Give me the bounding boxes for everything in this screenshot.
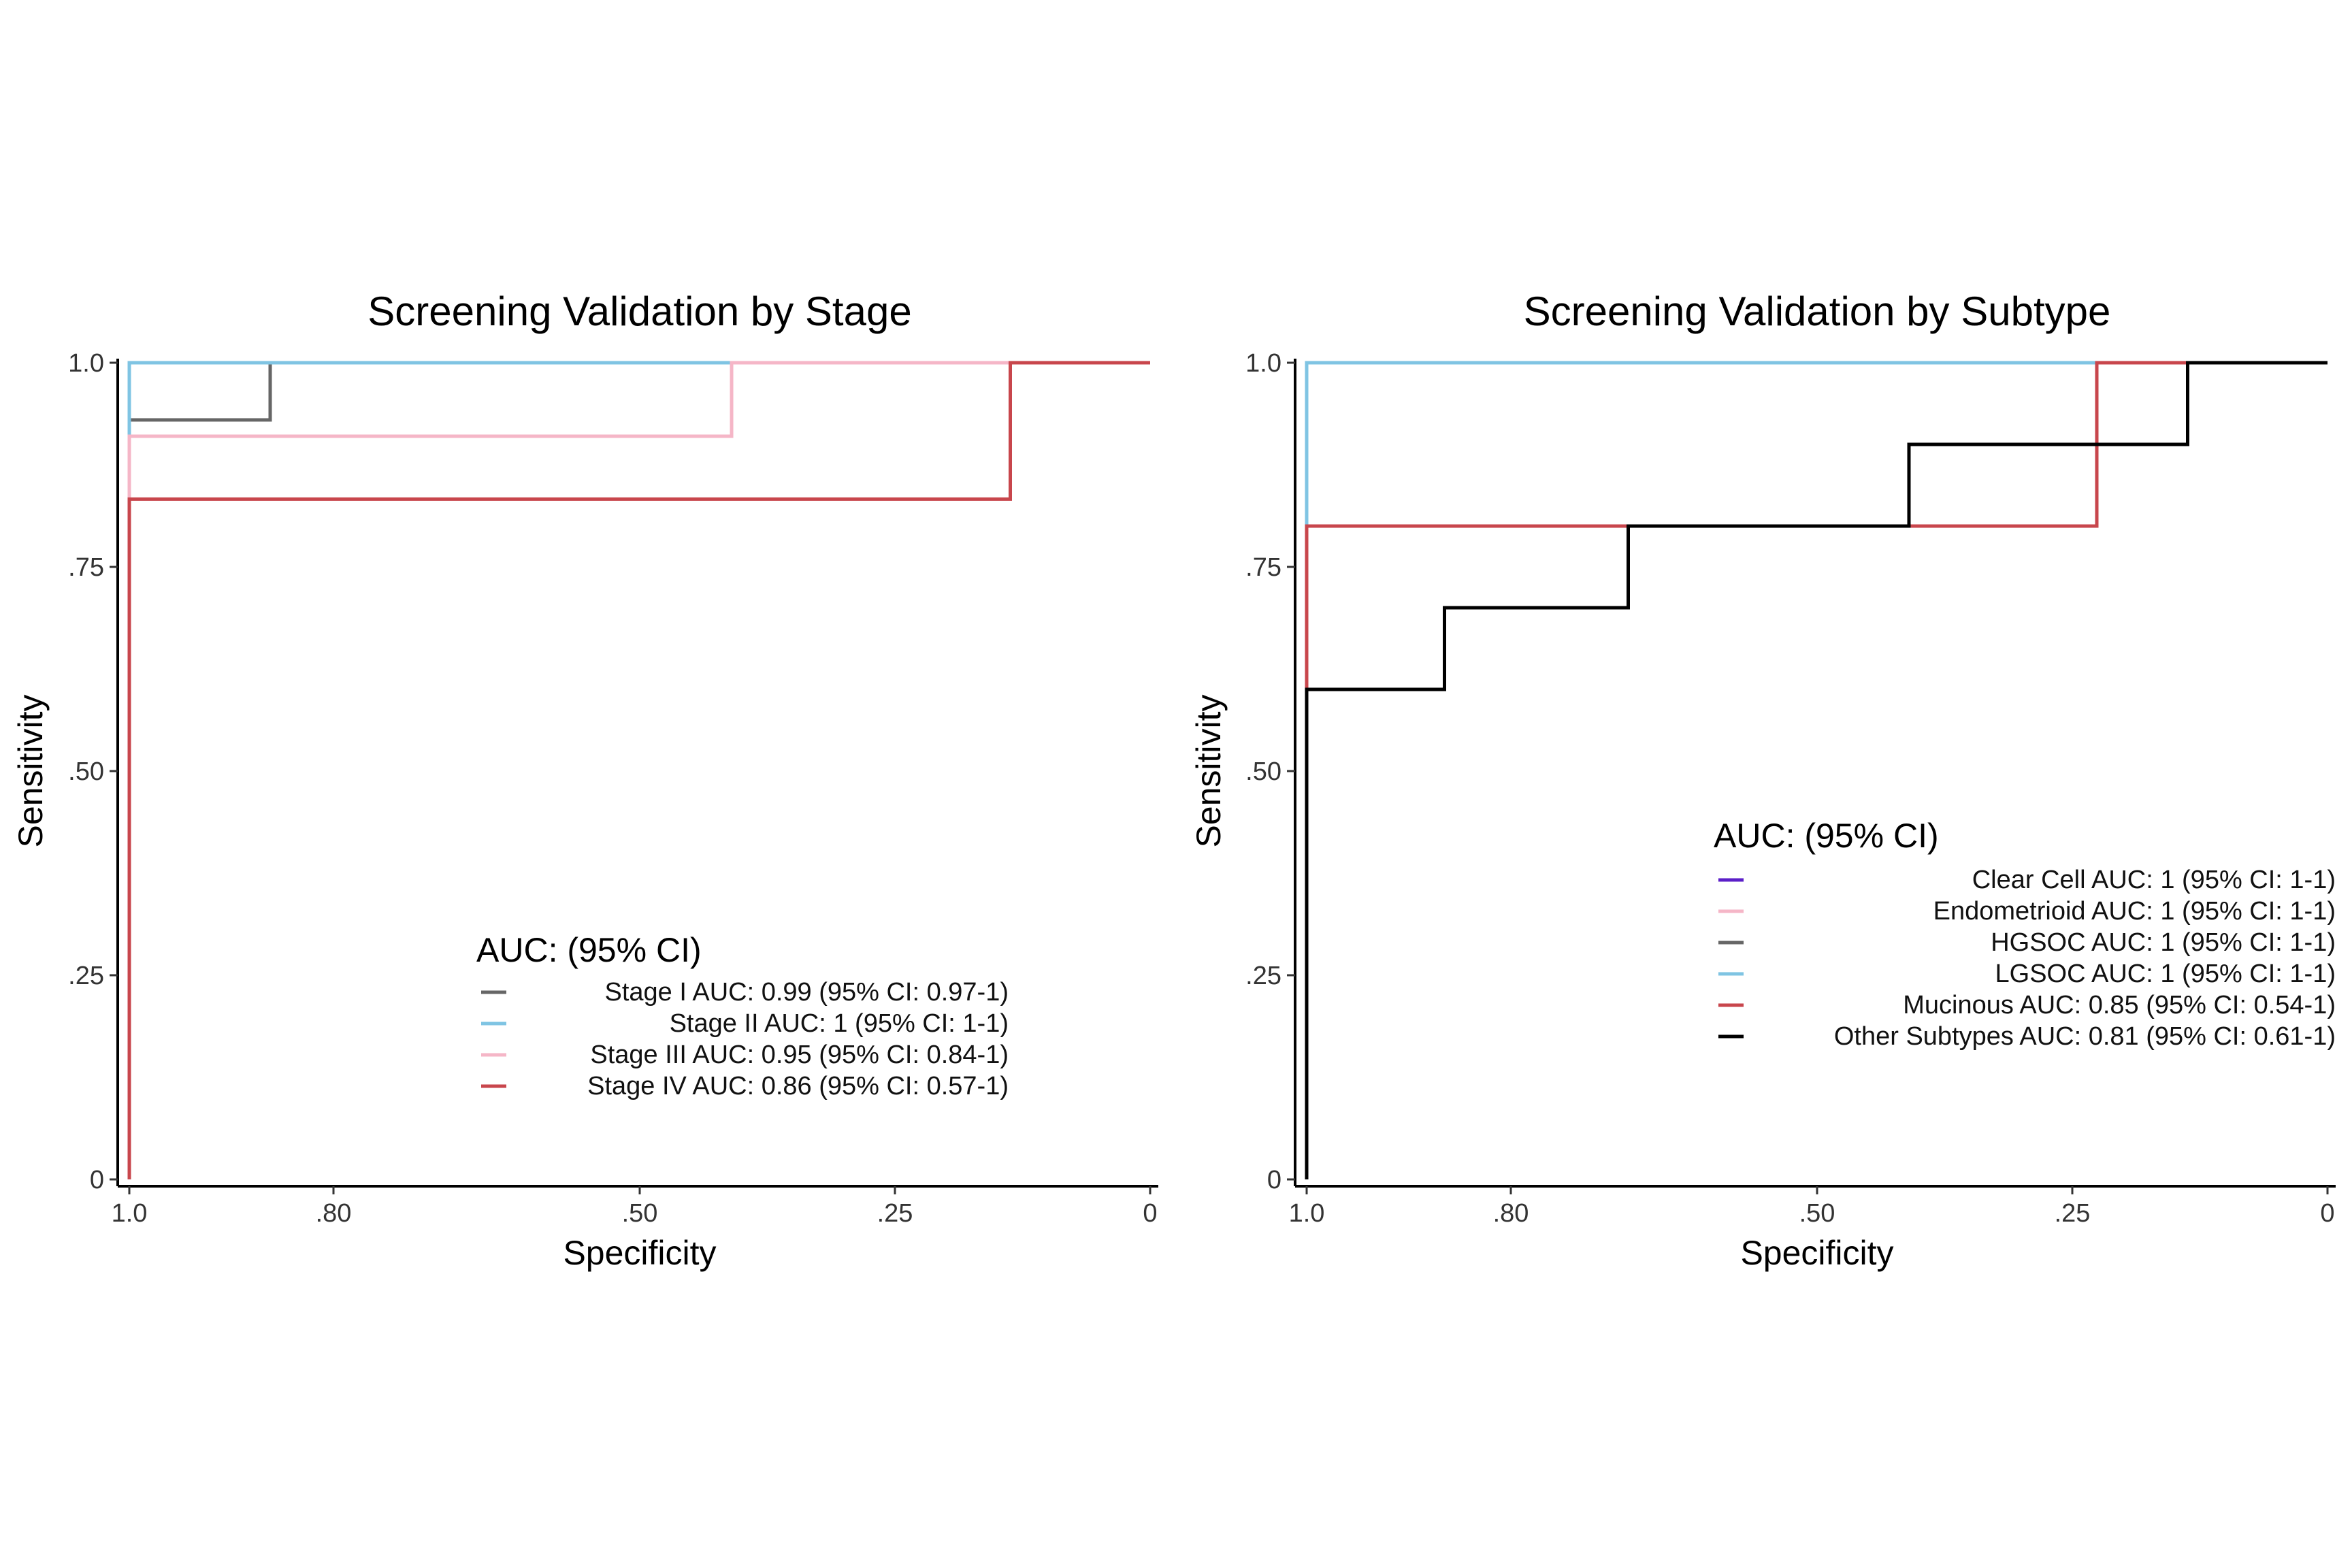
x-tick-label: 1.0 (112, 1199, 148, 1228)
y-tick-label: .25 (68, 962, 104, 990)
roc-curve-series-3 (127, 361, 1150, 1179)
legend-label-3: Stage IV AUC: 0.86 (95% CI: 0.57-1) (587, 1072, 1009, 1100)
chart-panel-0: Screening Validation by Stage 1.0 .80 .50 .2… (12, 289, 1158, 1272)
legend-title: AUC: (95% CI) (476, 931, 702, 969)
y-tick-label: 1.0 (1245, 349, 1281, 378)
y-tick-label: 0 (90, 1166, 104, 1194)
x-tick-label: .50 (622, 1199, 658, 1228)
legend-label-1: Endometrioid AUC: 1 (95% CI: 1-1) (1933, 897, 2336, 926)
legend-label-3: LGSOC AUC: 1 (95% CI: 1-1) (1995, 960, 2336, 988)
chart-panel-1: Screening Validation by Subtype 1.0 .80 .50… (1190, 289, 2336, 1272)
y-tick-label: .75 (1245, 553, 1281, 582)
y-tick-label: 0 (1267, 1166, 1281, 1194)
roc-curve-series-5 (1305, 361, 2328, 1179)
legend: AUC: (95% CI) Stage I AUC: 0.99 (95% CI: … (476, 931, 1009, 1100)
chart-title: Screening Validation by Subtype (1524, 289, 2111, 334)
legend-label-4: Mucinous AUC: 0.85 (95% CI: 0.54-1) (1903, 991, 2336, 1019)
y-tick-label: .25 (1245, 962, 1281, 990)
y-tick-label: .50 (68, 757, 104, 786)
x-tick-label: .50 (1799, 1199, 1835, 1228)
legend-label-5: Other Subtypes AUC: 0.81 (95% CI: 0.61-1… (1834, 1022, 2336, 1051)
y-axis-label: Sensitivity (1190, 694, 1228, 847)
chart-panels: Screening Validation by Stage 1.0 .80 .50 .2… (12, 289, 2336, 1272)
x-tick-label: .25 (877, 1199, 913, 1228)
legend-label-1: Stage II AUC: 1 (95% CI: 1-1) (670, 1009, 1009, 1038)
x-tick-label: .80 (316, 1199, 352, 1228)
x-tick-label: 0 (1143, 1199, 1157, 1228)
y-axis-label: Sensitivity (12, 694, 50, 847)
chart-title: Screening Validation by Stage (368, 289, 911, 334)
legend-label-2: HGSOC AUC: 1 (95% CI: 1-1) (1991, 928, 2336, 957)
x-tick-label: 0 (2320, 1199, 2334, 1228)
x-axis-label: Specificity (563, 1234, 716, 1272)
x-axis-label: Specificity (1740, 1234, 1893, 1272)
legend: AUC: (95% CI) Clear Cell AUC: 1 (95% CI: … (1714, 817, 2336, 1051)
y-tick-label: 1.0 (68, 349, 104, 378)
legend-label-2: Stage III AUC: 0.95 (95% CI: 0.84-1) (590, 1041, 1009, 1069)
x-tick-label: .80 (1493, 1199, 1529, 1228)
y-tick-label: .50 (1245, 757, 1281, 786)
x-tick-label: .25 (2055, 1199, 2091, 1228)
legend-label-0: Clear Cell AUC: 1 (95% CI: 1-1) (1972, 866, 2336, 894)
x-tick-label: 1.0 (1289, 1199, 1325, 1228)
legend-title: AUC: (95% CI) (1714, 817, 1939, 855)
y-tick-label: .75 (68, 553, 104, 582)
legend-label-0: Stage I AUC: 0.99 (95% CI: 0.97-1) (604, 978, 1009, 1007)
